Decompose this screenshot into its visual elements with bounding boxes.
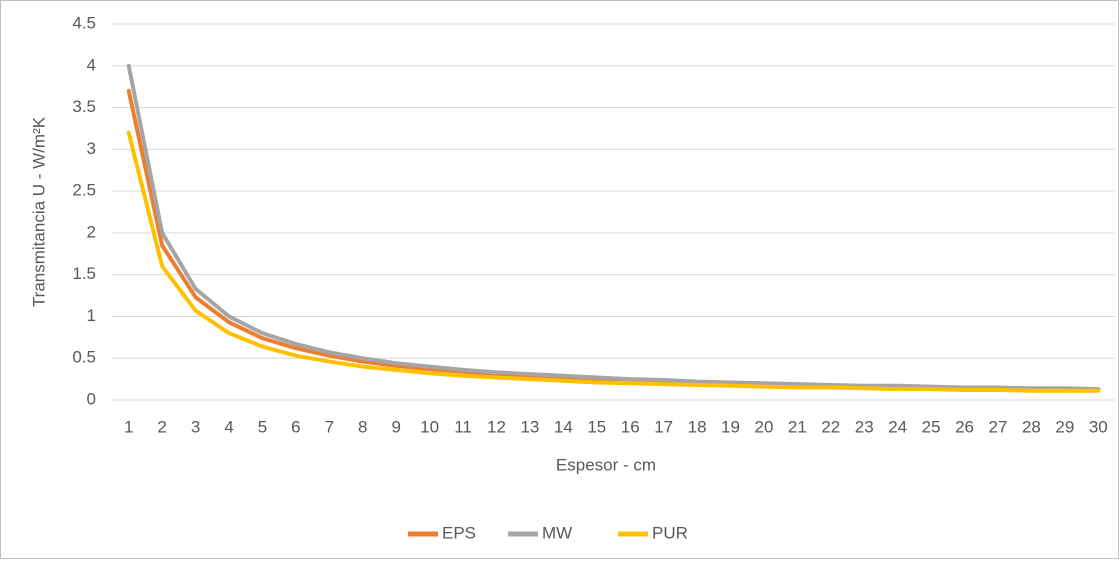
legend-label: EPS bbox=[442, 523, 476, 542]
y-tick-label: 4 bbox=[87, 55, 96, 74]
x-tick-label: 26 bbox=[955, 417, 974, 436]
x-tick-label: 6 bbox=[291, 417, 300, 436]
legend-label: MW bbox=[542, 523, 572, 542]
y-axis-title: Transmitancia U - W/m²K bbox=[29, 116, 48, 307]
x-tick-label: 4 bbox=[224, 417, 233, 436]
x-axis-title: Espesor - cm bbox=[556, 455, 656, 474]
y-tick-label: 4.5 bbox=[72, 13, 96, 32]
x-tick-label: 2 bbox=[157, 417, 166, 436]
x-tick-label: 27 bbox=[989, 417, 1008, 436]
x-tick-label: 11 bbox=[454, 417, 472, 436]
x-tick-label: 23 bbox=[855, 417, 874, 436]
x-tick-label: 16 bbox=[621, 417, 640, 436]
x-tick-label: 8 bbox=[358, 417, 367, 436]
series-line bbox=[126, 130, 1101, 393]
y-tick-label: 1 bbox=[87, 306, 96, 325]
x-tick-label: 30 bbox=[1089, 417, 1108, 436]
x-tick-label: 15 bbox=[587, 417, 606, 436]
x-tick-label: 5 bbox=[258, 417, 267, 436]
x-tick-label: 19 bbox=[721, 417, 740, 436]
y-tick-label: 2 bbox=[87, 222, 96, 241]
x-tick-label: 29 bbox=[1055, 417, 1074, 436]
x-tick-label: 3 bbox=[191, 417, 200, 436]
x-tick-label: 21 bbox=[788, 417, 807, 436]
y-tick-label: 0.5 bbox=[72, 348, 96, 367]
series-line bbox=[126, 63, 1101, 392]
y-tick-label: 3 bbox=[87, 139, 96, 158]
x-tick-label: 1 bbox=[124, 417, 133, 436]
y-tick-label: 3.5 bbox=[72, 97, 96, 116]
y-tick-label: 2.5 bbox=[72, 181, 96, 200]
legend-label: PUR bbox=[652, 523, 688, 542]
x-tick-label: 10 bbox=[420, 417, 439, 436]
x-tick-label: 14 bbox=[554, 417, 573, 436]
x-tick-label: 25 bbox=[922, 417, 941, 436]
x-tick-label: 24 bbox=[888, 417, 907, 436]
x-tick-label: 18 bbox=[688, 417, 707, 436]
x-tick-label: 17 bbox=[654, 417, 673, 436]
x-tick-label: 28 bbox=[1022, 417, 1041, 436]
y-tick-label: 1.5 bbox=[72, 264, 96, 283]
x-tick-label: 9 bbox=[391, 417, 400, 436]
y-tick-label: 0 bbox=[87, 389, 96, 408]
x-tick-label: 20 bbox=[754, 417, 773, 436]
x-tick-label: 13 bbox=[520, 417, 539, 436]
x-tick-label: 22 bbox=[821, 417, 840, 436]
x-tick-label: 12 bbox=[487, 417, 506, 436]
x-tick-label: 7 bbox=[325, 417, 334, 436]
